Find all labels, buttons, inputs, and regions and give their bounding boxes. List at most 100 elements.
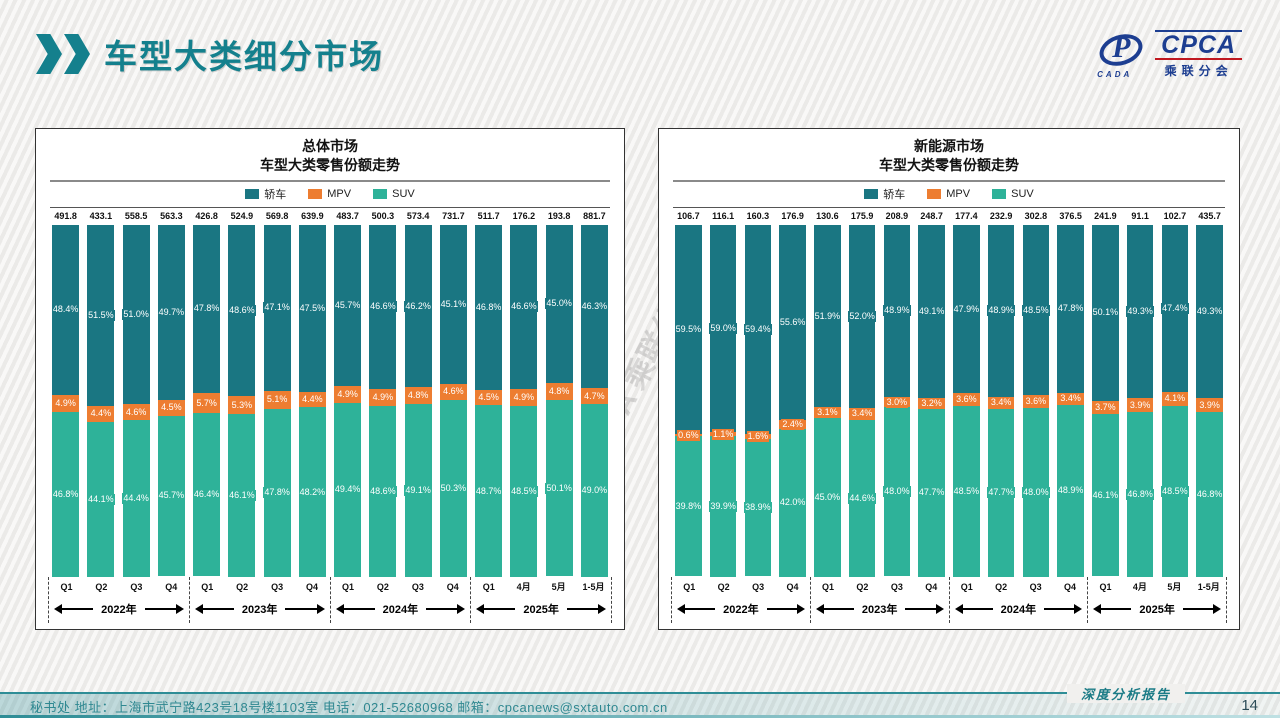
segment-value-label: 59.4% <box>744 323 772 335</box>
year-label: 2023年 <box>241 603 278 616</box>
arrow-left-icon <box>335 603 344 614</box>
segment-value-label: 46.8% <box>1195 488 1224 500</box>
bar-stack: 48.9% 3.0% 48.0% <box>883 224 911 577</box>
bar-stack: 47.8% 3.4% 48.9% <box>1056 224 1085 577</box>
bar-column: 524.9 48.6% 5.3% 46.1% <box>224 211 259 577</box>
axis-tick-label: Q4 <box>306 581 319 592</box>
bar-column: 193.8 45.0% 4.8% 50.1% <box>542 211 577 577</box>
segment-value-label: 47.7% <box>917 487 946 499</box>
year-label: 2025年 <box>1139 603 1175 616</box>
chart-legend: 轿车 MPV SUV <box>671 182 1227 207</box>
bar-total-label: 91.1 <box>1131 210 1149 221</box>
footer-edge-bar <box>0 715 1280 718</box>
segment-value-label: 45.7% <box>157 490 186 502</box>
bar-segment-suv: 38.9% <box>744 439 772 577</box>
bar-segment-mpv: 1.1% <box>709 428 737 440</box>
axis-tick-label: Q4 <box>786 581 799 592</box>
segment-value-label: 5.7% <box>195 397 218 409</box>
segment-value-label: 5.1% <box>265 394 289 406</box>
axis-year-group: Q1 Q2 Q3 Q4 2023年 <box>188 576 330 623</box>
bar-segment-sedan: 48.4% <box>51 224 80 395</box>
bar-segment-mpv: 4.9% <box>369 388 397 406</box>
bar-stack: 46.6% 4.9% 48.6% <box>369 224 397 577</box>
bar-segment-mpv: 3.7% <box>1092 401 1119 415</box>
segment-value-label: 46.3% <box>580 300 609 312</box>
bar-total-label: 433.1 <box>89 210 113 221</box>
arrow-right-icon <box>935 603 944 614</box>
bar-segment-mpv: 4.5% <box>475 389 503 406</box>
bar-total-label: 573.4 <box>406 210 430 221</box>
bar-segment-sedan: 59.0% <box>709 224 737 433</box>
segment-value-label: 44.4% <box>122 493 150 505</box>
segment-value-label: 48.0% <box>883 486 911 498</box>
bar-column: 232.9 48.9% 3.4% 47.7% <box>984 211 1019 577</box>
bar-segment-sedan: 47.1% <box>263 224 291 391</box>
segment-value-label: 48.9% <box>1056 485 1085 497</box>
segment-value-label: 3.7% <box>1094 402 1117 414</box>
bar-total-label: 639.9 <box>301 210 324 221</box>
segment-value-label: 4.6% <box>442 386 465 398</box>
segment-value-label: 3.4% <box>850 408 874 420</box>
bar-segment-mpv: 2.4% <box>779 419 806 431</box>
bar-stack: 49.3% 3.9% 46.8% <box>1126 224 1154 577</box>
axis-tick-label: 4月 <box>516 582 531 593</box>
segment-value-label: 3.6% <box>955 394 978 406</box>
cpca-logo: P CADA CPCA 乘联分会 <box>1095 28 1242 79</box>
segment-value-label: 45.1% <box>439 298 468 310</box>
legend-label: SUV <box>392 188 415 201</box>
page-header: 车型大类细分市场 <box>36 30 384 78</box>
axis-tick-label: Q4 <box>925 581 938 592</box>
bar-segment-suv: 47.7% <box>917 408 946 577</box>
bar-column: 433.1 51.5% 4.4% 44.1% <box>83 211 118 577</box>
bar-segment-mpv: 3.0% <box>883 396 911 408</box>
bar-total-label: 376.5 <box>1059 210 1082 221</box>
segment-value-label: 4.9% <box>371 391 395 403</box>
bar-stack: 45.7% 4.9% 49.4% <box>333 224 362 577</box>
arrow-left-icon <box>54 603 62 614</box>
bar-segment-sedan: 46.6% <box>510 224 538 389</box>
bar-segment-mpv: 4.5% <box>157 399 185 416</box>
axis-tick-label: Q1 <box>482 581 495 592</box>
arrow-right-icon <box>1213 603 1222 614</box>
mpv-swatch-icon <box>308 189 323 200</box>
axis-year-group: Q1 Q2 Q3 Q4 2022年 <box>671 576 810 623</box>
segment-value-label: 44.6% <box>848 492 876 504</box>
legend-item-mpv: MPV <box>927 188 970 200</box>
bar-segment-sedan: 51.0% <box>122 224 150 405</box>
suv-swatch-icon <box>373 189 388 200</box>
bar-segment-mpv: 3.6% <box>953 393 980 407</box>
legend-label: MPV <box>327 188 352 201</box>
legend-label: 轿车 <box>264 189 287 202</box>
segment-value-label: 48.5% <box>952 485 981 497</box>
bar-stack: 49.1% 3.2% 47.7% <box>917 224 946 577</box>
bar-column: 731.7 45.1% 4.6% 50.3% <box>436 211 471 577</box>
arrow-right-icon <box>457 603 466 614</box>
year-arrow-row: 2023年 <box>811 597 949 621</box>
bar-column: 483.7 45.7% 4.9% 49.4% <box>330 211 365 577</box>
segment-value-label: 3.6% <box>1024 396 1048 408</box>
segment-value-label: 3.4% <box>989 397 1013 409</box>
bar-column: 241.9 50.1% 3.7% 46.1% <box>1088 211 1123 577</box>
bar-segment-suv: 49.0% <box>580 404 609 577</box>
bar-stack: 49.3% 3.9% 46.8% <box>1195 224 1224 577</box>
bar-segment-suv: 46.1% <box>1091 414 1120 577</box>
emblem-glyph: P <box>1112 30 1131 64</box>
bar-segment-mpv: 4.8% <box>404 387 432 405</box>
arrow-right-icon <box>316 603 325 614</box>
bar-total-label: 106.7 <box>677 210 700 221</box>
year-arrow-row: 2024年 <box>331 597 471 621</box>
axis-tick-label: Q1 <box>821 581 834 592</box>
segment-value-label: 51.5% <box>87 309 115 321</box>
legend-item-sedan: 轿车 <box>245 186 286 202</box>
segment-value-label: 46.6% <box>510 301 538 313</box>
axis-year-group: Q1 4月 5月 1-5月 2025年 <box>1087 576 1227 623</box>
bar-segment-sedan: 50.1% <box>1091 224 1120 402</box>
bar-segment-suv: 48.0% <box>1022 407 1050 577</box>
bar-segment-suv: 46.1% <box>228 414 256 577</box>
bar-segment-suv: 48.5% <box>510 406 538 577</box>
segment-value-label: 1.1% <box>711 428 735 440</box>
bar-segment-suv: 48.9% <box>1056 404 1085 577</box>
bar-stack: 47.8% 5.7% 46.4% <box>192 224 221 577</box>
bar-segment-mpv: 3.4% <box>1057 392 1084 405</box>
logo-brand: CPCA <box>1155 30 1242 61</box>
